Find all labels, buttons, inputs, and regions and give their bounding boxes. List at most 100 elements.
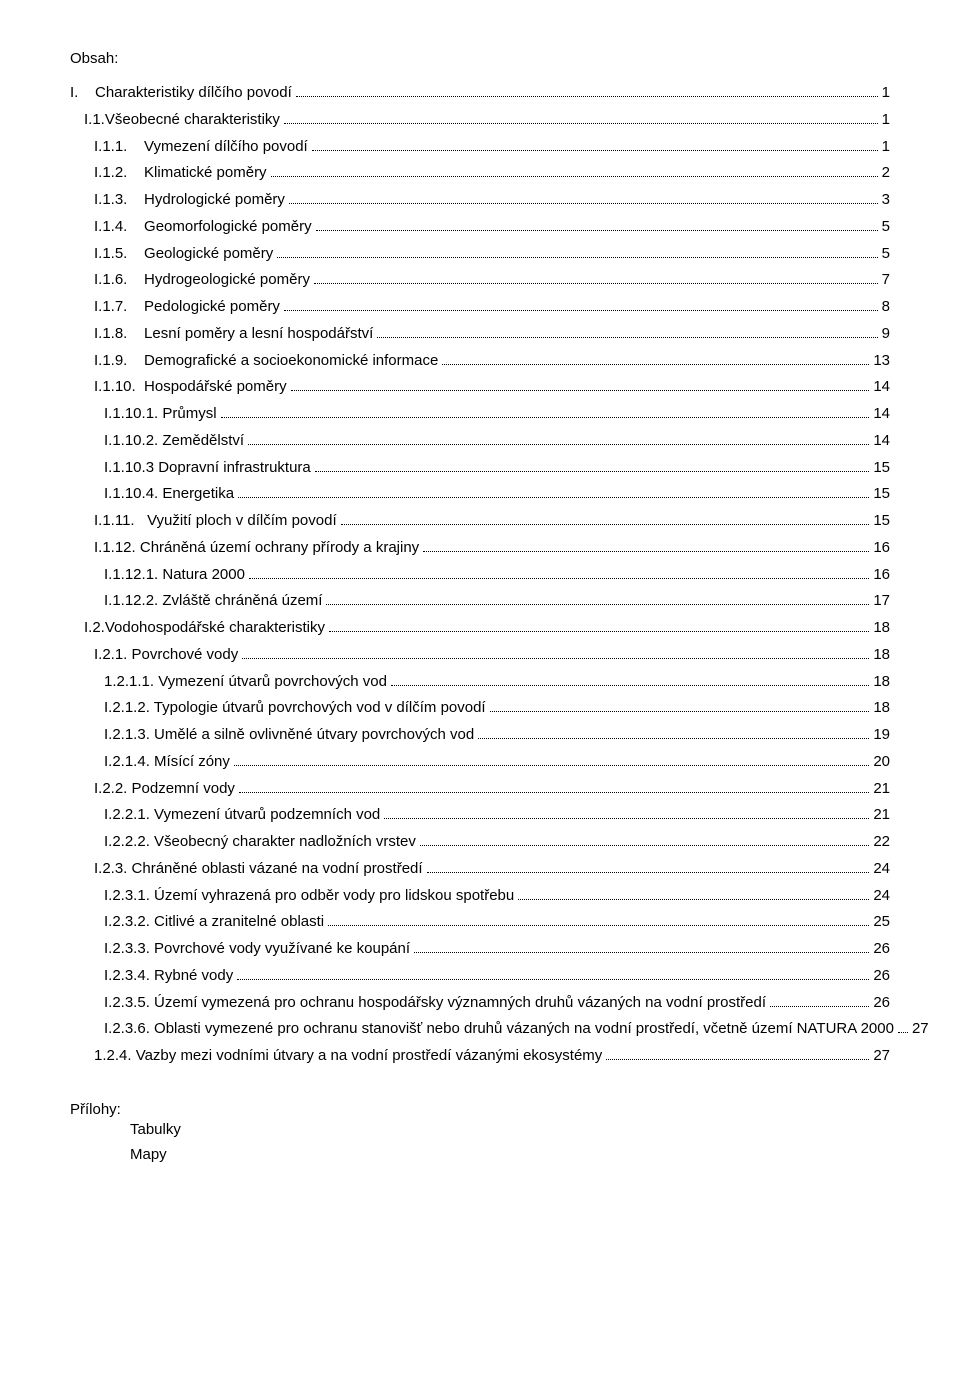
toc-entry-label: I.2.2.2. Všeobecný charakter nadložních … [104,830,416,855]
toc-entry-label: I.1.12. Chráněná území ochrany přírody a… [94,536,419,561]
toc-dot-leader [391,685,869,686]
toc-dot-leader [284,123,878,124]
toc-entry-label: I.1.10.4. Energetika [104,482,234,507]
toc-entry-label: I.2.3.5. Území vymezená pro ochranu hosp… [104,991,766,1016]
toc-entry: I.1.10. Hospodářské poměry 14 [70,375,890,400]
toc-dot-leader [384,818,869,819]
toc-entry-page: 1 [882,135,890,160]
appendix-item: Mapy [70,1143,890,1168]
toc-entry-page: 26 [873,937,890,962]
toc-dot-leader [420,845,869,846]
toc-entry-label: I.1.4. Geomorfologické poměry [94,215,312,240]
toc-entry-page: 22 [873,830,890,855]
toc-entry: I. Charakteristiky dílčího povodí 1 [70,81,890,106]
toc-entry: I.1.8. Lesní poměry a lesní hospodářství… [70,322,890,347]
toc-dot-leader [518,899,869,900]
toc-entry: I.1.2. Klimatické poměry 2 [70,161,890,186]
toc-entry-page: 21 [873,803,890,828]
toc-dot-leader [329,631,869,632]
toc-entry-label: I.1.8. Lesní poměry a lesní hospodářství [94,322,373,347]
toc-dot-leader [242,658,869,659]
toc-dot-leader [296,96,878,97]
toc-entry-page: 15 [873,482,890,507]
appendix-heading: Přílohy: [70,1101,890,1118]
toc-dot-leader [237,979,869,980]
toc-entry-page: 21 [873,777,890,802]
toc-dot-leader [328,925,869,926]
toc-entry-label: I.1.Všeobecné charakteristiky [84,108,280,133]
toc-entry: I.1.1. Vymezení dílčího povodí 1 [70,135,890,160]
toc-entry-page: 15 [873,456,890,481]
toc-entry-label: I.1.1. Vymezení dílčího povodí [94,135,308,160]
toc-entry-label: I.1.10.3 Dopravní infrastruktura [104,456,311,481]
toc-entry-page: 18 [873,616,890,641]
toc-entry-page: 5 [882,215,890,240]
toc-entry-label: I.2.3.3. Povrchové vody využívané ke kou… [104,937,410,962]
toc-entry-page: 26 [873,964,890,989]
toc-entry: I.2.3.5. Území vymezená pro ochranu hosp… [70,991,890,1016]
toc-heading: Obsah: [70,50,890,67]
toc-entry-label: I.2.2.1. Vymezení útvarů podzemních vod [104,803,380,828]
toc-entry: I.2.3.3. Povrchové vody využívané ke kou… [70,937,890,962]
toc-entry-label: 1.2.4. Vazby mezi vodními útvary a na vo… [94,1044,602,1069]
toc-dot-leader [316,230,878,231]
toc-dot-leader [770,1006,869,1007]
toc-entry-page: 3 [882,188,890,213]
toc-entry: I.2.3.2. Citlivé a zranitelné oblasti 25 [70,910,890,935]
toc-dot-leader [249,578,869,579]
toc-dot-leader [414,952,869,953]
toc-entry-page: 14 [873,429,890,454]
toc-entry: I.1.10.1. Průmysl 14 [70,402,890,427]
toc-entry-label: I.1.10.2. Zemědělství [104,429,244,454]
toc-dot-leader [239,792,869,793]
toc-entry-label: I.1.10.1. Průmysl [104,402,217,427]
toc-dot-leader [377,337,877,338]
toc-dot-leader [478,738,869,739]
toc-entry-label: I.2.3. Chráněné oblasti vázané na vodní … [94,857,423,882]
toc-entry: I.2.2. Podzemní vody 21 [70,777,890,802]
toc-entry-page: 27 [912,1017,929,1042]
toc-entry-page: 7 [882,268,890,293]
toc-entry: 1.2.4. Vazby mezi vodními útvary a na vo… [70,1044,890,1069]
toc-entry-page: 18 [873,643,890,668]
toc-entry-label: I.2.1.2. Typologie útvarů povrchových vo… [104,696,486,721]
toc-entry-label: I.1.12.1. Natura 2000 [104,563,245,588]
toc-dot-leader [314,283,878,284]
toc-entry: I.1.10.4. Energetika 15 [70,482,890,507]
toc-entry-page: 1 [882,81,890,106]
toc-dot-leader [423,551,869,552]
toc-dot-leader [315,471,870,472]
toc-entry: I.2.1.2. Typologie útvarů povrchových vo… [70,696,890,721]
toc-entry: I.1.5. Geologické poměry 5 [70,242,890,267]
toc-dot-leader [248,444,869,445]
toc-entry-label: I.1.9. Demografické a socioekonomické in… [94,349,438,374]
toc-entry-page: 20 [873,750,890,775]
toc-dot-leader [291,390,870,391]
toc-dot-leader [427,872,870,873]
toc-entry-label: I.1.10. Hospodářské poměry [94,375,287,400]
toc-entry-page: 18 [873,670,890,695]
toc-dot-leader [284,310,878,311]
toc-entry: I.2.3. Chráněné oblasti vázané na vodní … [70,857,890,882]
toc-dot-leader [898,1032,908,1033]
toc-entry-page: 19 [873,723,890,748]
toc-dot-leader [238,497,869,498]
toc-entry: I.1.11. Využití ploch v dílčím povodí 15 [70,509,890,534]
toc-entry-page: 14 [873,375,890,400]
toc-entry-label: I.2.Vodohospodářské charakteristiky [84,616,325,641]
toc-entry: I.1.9. Demografické a socioekonomické in… [70,349,890,374]
toc-dot-leader [271,176,878,177]
toc-entry-label: I.2.1.4. Mísící zóny [104,750,230,775]
toc-entry-page: 2 [882,161,890,186]
toc-entry: I.2.1.4. Mísící zóny 20 [70,750,890,775]
toc-entry: I.2.2.2. Všeobecný charakter nadložních … [70,830,890,855]
toc-entry-label: I.1.2. Klimatické poměry [94,161,267,186]
toc-entry: I.1.4. Geomorfologické poměry 5 [70,215,890,240]
toc-entry-page: 16 [873,563,890,588]
toc-entry-label: I.2.1.3. Umělé a silně ovlivněné útvary … [104,723,474,748]
toc-entry-label: I.2.3.1. Území vyhrazená pro odběr vody … [104,884,514,909]
toc-entry: I.1.10.2. Zemědělství 14 [70,429,890,454]
toc-dot-leader [277,257,877,258]
toc-entry-page: 13 [873,349,890,374]
toc-entry-label: I.2.2. Podzemní vody [94,777,235,802]
